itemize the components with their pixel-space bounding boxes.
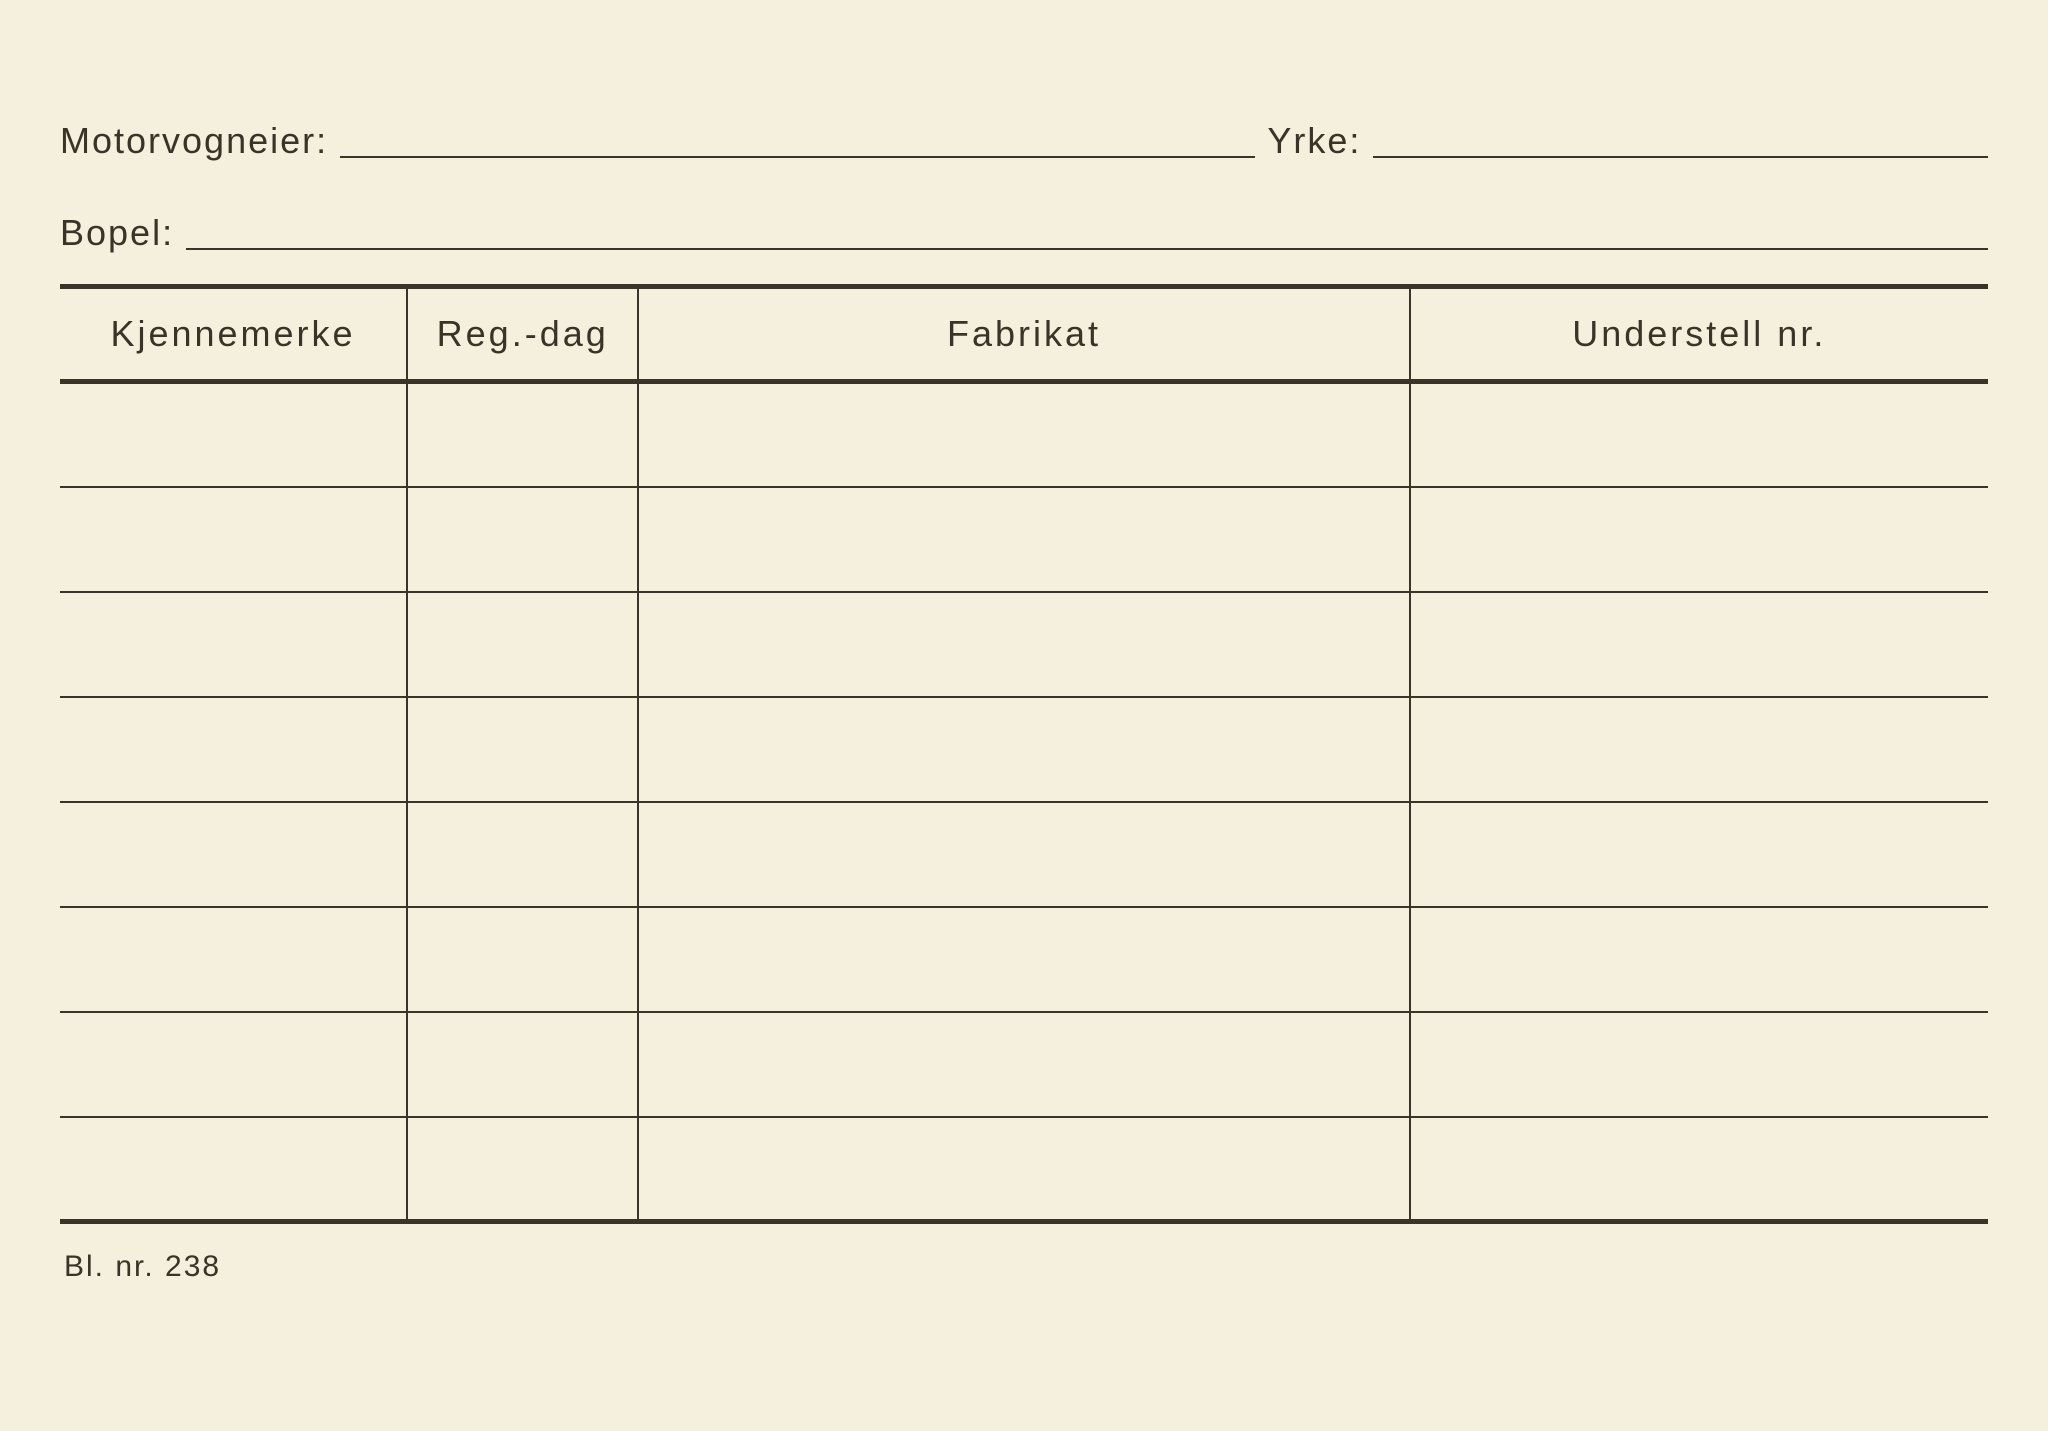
cell-kjennemerke[interactable] — [60, 697, 407, 802]
cell-fabrikat[interactable] — [638, 1012, 1409, 1117]
cell-kjennemerke[interactable] — [60, 382, 407, 487]
cell-understell[interactable] — [1410, 592, 1988, 697]
cell-fabrikat[interactable] — [638, 487, 1409, 592]
vehicle-table: Kjennemerke Reg.-dag Fabrikat Understell… — [60, 284, 1988, 1224]
cell-regdag[interactable] — [407, 487, 638, 592]
cell-fabrikat[interactable] — [638, 382, 1409, 487]
cell-regdag[interactable] — [407, 1012, 638, 1117]
cell-understell[interactable] — [1410, 907, 1988, 1012]
cell-fabrikat[interactable] — [638, 802, 1409, 907]
col-header-regdag: Reg.-dag — [407, 287, 638, 382]
col-header-fabrikat: Fabrikat — [638, 287, 1409, 382]
cell-regdag[interactable] — [407, 1117, 638, 1222]
table-row — [60, 802, 1988, 907]
owner-field-group: Motorvogneier: — [60, 120, 1255, 162]
owner-label: Motorvogneier: — [60, 120, 328, 162]
residence-row: Bopel: — [60, 212, 1988, 254]
cell-kjennemerke[interactable] — [60, 802, 407, 907]
cell-regdag[interactable] — [407, 907, 638, 1012]
cell-kjennemerke[interactable] — [60, 1117, 407, 1222]
cell-understell[interactable] — [1410, 1012, 1988, 1117]
cell-fabrikat[interactable] — [638, 907, 1409, 1012]
cell-regdag[interactable] — [407, 382, 638, 487]
cell-kjennemerke[interactable] — [60, 1012, 407, 1117]
table-row — [60, 1012, 1988, 1117]
table-row — [60, 907, 1988, 1012]
cell-kjennemerke[interactable] — [60, 487, 407, 592]
residence-label: Bopel: — [60, 212, 174, 254]
table-row — [60, 592, 1988, 697]
cell-kjennemerke[interactable] — [60, 907, 407, 1012]
cell-understell[interactable] — [1410, 487, 1988, 592]
col-header-kjennemerke: Kjennemerke — [60, 287, 407, 382]
cell-regdag[interactable] — [407, 592, 638, 697]
residence-input-line[interactable] — [186, 248, 1988, 250]
cell-fabrikat[interactable] — [638, 592, 1409, 697]
occupation-input-line[interactable] — [1373, 156, 1988, 158]
cell-regdag[interactable] — [407, 697, 638, 802]
cell-understell[interactable] — [1410, 802, 1988, 907]
table-row — [60, 487, 1988, 592]
table-row — [60, 382, 1988, 487]
table-row — [60, 1117, 1988, 1222]
table-header-row: Kjennemerke Reg.-dag Fabrikat Understell… — [60, 287, 1988, 382]
owner-input-line[interactable] — [340, 156, 1255, 158]
cell-understell[interactable] — [1410, 382, 1988, 487]
cell-regdag[interactable] — [407, 802, 638, 907]
cell-fabrikat[interactable] — [638, 1117, 1409, 1222]
col-header-understell: Understell nr. — [1410, 287, 1988, 382]
cell-understell[interactable] — [1410, 697, 1988, 802]
cell-fabrikat[interactable] — [638, 697, 1409, 802]
table-row — [60, 697, 1988, 802]
cell-kjennemerke[interactable] — [60, 592, 407, 697]
owner-occupation-row: Motorvogneier: Yrke: — [60, 120, 1988, 162]
cell-understell[interactable] — [1410, 1117, 1988, 1222]
occupation-label: Yrke: — [1267, 120, 1361, 162]
occupation-field-group: Yrke: — [1267, 120, 1988, 162]
form-number: Bl. nr. 238 — [64, 1250, 1988, 1284]
table-body — [60, 382, 1988, 1222]
